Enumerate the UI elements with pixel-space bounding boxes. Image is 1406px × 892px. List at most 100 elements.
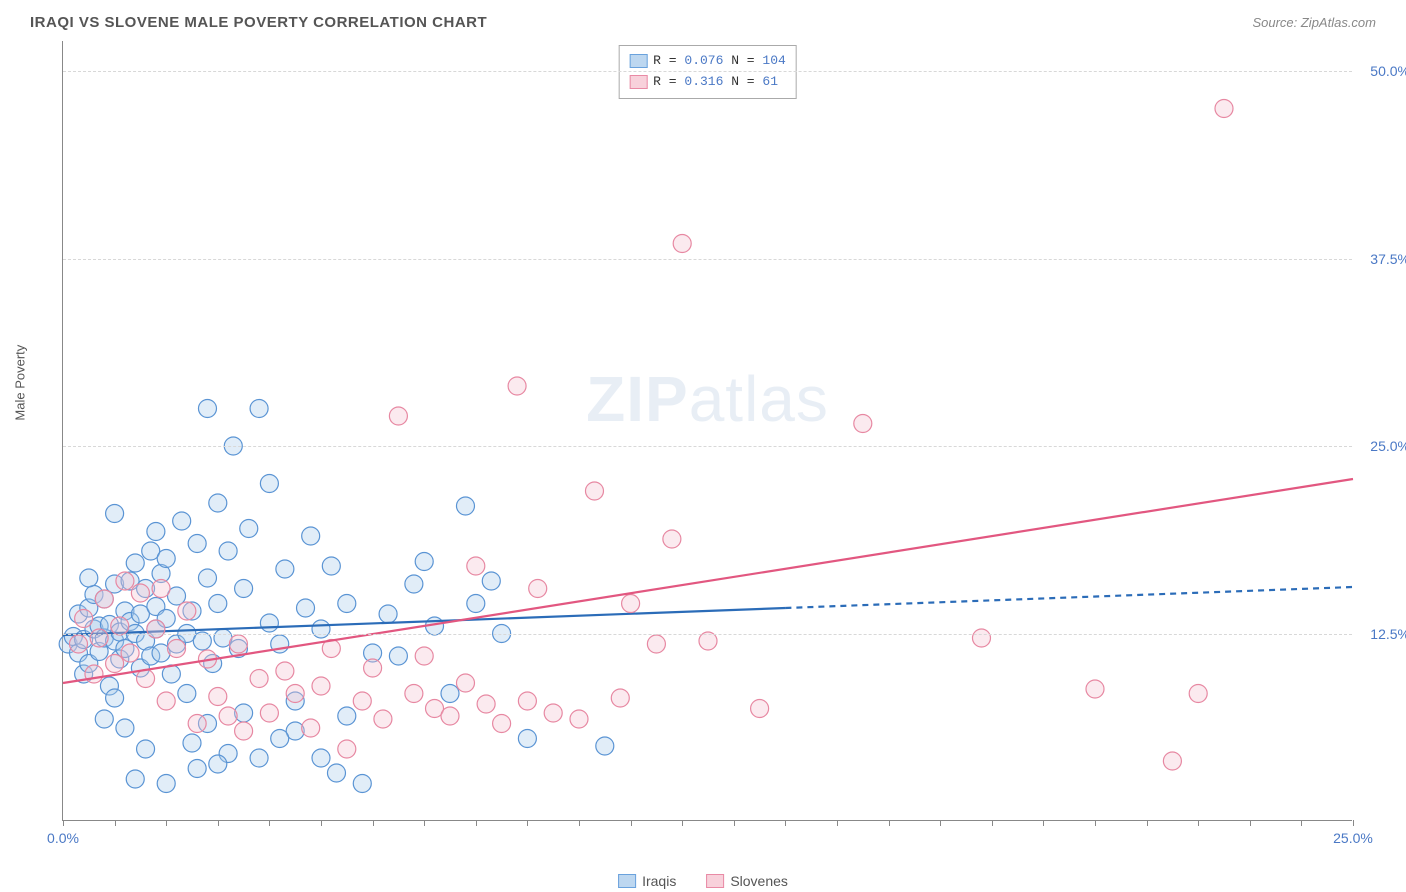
legend-text: R = 0.076 N = 104 — [653, 51, 786, 72]
legend-label: Slovenes — [730, 873, 788, 889]
scatter-point — [467, 595, 485, 613]
legend-swatch — [629, 75, 647, 89]
y-tick-label: 25.0% — [1358, 438, 1406, 454]
scatter-point — [188, 715, 206, 733]
scatter-point — [229, 635, 247, 653]
scatter-point — [544, 704, 562, 722]
scatter-point — [235, 722, 253, 740]
scatter-point — [338, 740, 356, 758]
scatter-point — [477, 695, 495, 713]
scatter-point — [260, 704, 278, 722]
x-tick-label: 25.0% — [1333, 830, 1373, 846]
scatter-point — [276, 662, 294, 680]
scatter-point — [312, 749, 330, 767]
scatter-point — [389, 407, 407, 425]
scatter-svg — [63, 41, 1352, 820]
chart-container: Male Poverty ZIPatlas R = 0.076 N = 104R… — [30, 41, 1376, 861]
scatter-point — [276, 560, 294, 578]
scatter-point — [209, 595, 227, 613]
x-tick — [785, 820, 786, 826]
scatter-point — [482, 572, 500, 590]
scatter-point — [1086, 680, 1104, 698]
x-tick — [579, 820, 580, 826]
scatter-point — [240, 520, 258, 538]
scatter-point — [622, 595, 640, 613]
scatter-point — [106, 689, 124, 707]
scatter-point — [235, 704, 253, 722]
x-tick — [992, 820, 993, 826]
scatter-point — [389, 647, 407, 665]
scatter-point — [374, 710, 392, 728]
x-tick — [631, 820, 632, 826]
scatter-point — [271, 730, 289, 748]
x-tick — [1147, 820, 1148, 826]
legend-bottom-item: Slovenes — [706, 873, 788, 889]
scatter-point — [312, 677, 330, 695]
scatter-point — [673, 235, 691, 253]
scatter-point — [250, 749, 268, 767]
scatter-point — [157, 550, 175, 568]
x-tick — [1043, 820, 1044, 826]
scatter-point — [183, 734, 201, 752]
scatter-point — [69, 635, 87, 653]
legend-bottom-item: Iraqis — [618, 873, 676, 889]
scatter-point — [260, 475, 278, 493]
scatter-point — [188, 535, 206, 553]
x-tick — [321, 820, 322, 826]
scatter-point — [157, 775, 175, 793]
scatter-point — [209, 755, 227, 773]
trend-line — [63, 479, 1353, 683]
scatter-point — [147, 620, 165, 638]
legend-swatch — [618, 874, 636, 888]
scatter-point — [209, 494, 227, 512]
x-tick — [527, 820, 528, 826]
scatter-point — [219, 707, 237, 725]
scatter-point — [168, 640, 186, 658]
scatter-point — [353, 775, 371, 793]
scatter-point — [1189, 685, 1207, 703]
scatter-point — [699, 632, 717, 650]
x-tick — [63, 820, 64, 826]
x-tick — [682, 820, 683, 826]
scatter-point — [518, 730, 536, 748]
scatter-point — [90, 629, 108, 647]
scatter-point — [456, 497, 474, 515]
x-tick — [734, 820, 735, 826]
x-tick — [115, 820, 116, 826]
legend-row: R = 0.076 N = 104 — [629, 51, 786, 72]
scatter-point — [611, 689, 629, 707]
scatter-point — [193, 632, 211, 650]
scatter-point — [415, 553, 433, 571]
scatter-point — [188, 760, 206, 778]
x-tick — [476, 820, 477, 826]
legend-swatch — [629, 54, 647, 68]
scatter-point — [467, 557, 485, 575]
gridline-h — [63, 71, 1352, 72]
scatter-point — [441, 685, 459, 703]
scatter-point — [157, 692, 175, 710]
scatter-point — [121, 644, 139, 662]
scatter-point — [85, 665, 103, 683]
scatter-point — [327, 764, 345, 782]
scatter-point — [137, 740, 155, 758]
scatter-point — [322, 557, 340, 575]
scatter-point — [106, 655, 124, 673]
scatter-point — [198, 569, 216, 587]
scatter-point — [508, 377, 526, 395]
y-tick-label: 12.5% — [1358, 626, 1406, 642]
source-attribution: Source: ZipAtlas.com — [1252, 15, 1376, 30]
y-axis-label: Male Poverty — [13, 345, 28, 421]
scatter-point — [647, 635, 665, 653]
scatter-point — [312, 620, 330, 638]
scatter-point — [250, 670, 268, 688]
x-tick — [166, 820, 167, 826]
x-tick — [1250, 820, 1251, 826]
scatter-point — [178, 602, 196, 620]
scatter-point — [250, 400, 268, 418]
x-tick — [218, 820, 219, 826]
x-tick — [269, 820, 270, 826]
scatter-point — [198, 400, 216, 418]
scatter-point — [405, 685, 423, 703]
scatter-point — [854, 415, 872, 433]
scatter-point — [95, 710, 113, 728]
